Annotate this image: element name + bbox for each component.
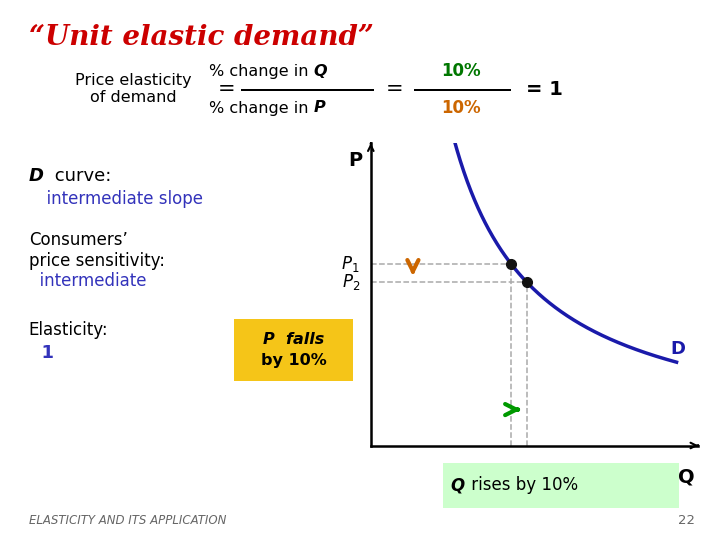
Text: % change in: % change in	[209, 100, 313, 116]
Text: P: P	[314, 100, 325, 116]
Text: $Q_2$: $Q_2$	[516, 464, 537, 484]
Text: rises by 10%: rises by 10%	[466, 476, 578, 495]
Text: 10%: 10%	[441, 99, 481, 117]
Text: 22: 22	[678, 514, 695, 526]
Text: =: =	[218, 79, 235, 99]
Text: $\bf{P}$: $\bf{P}$	[348, 152, 363, 170]
Text: 10%: 10%	[441, 62, 481, 80]
Text: % change in: % change in	[209, 64, 313, 79]
Text: Elasticity:: Elasticity:	[29, 321, 109, 339]
Text: curve:: curve:	[49, 167, 112, 185]
Text: $\bf{D}$: $\bf{D}$	[670, 340, 686, 358]
Text: intermediate: intermediate	[29, 272, 146, 290]
Text: $Q_1$: $Q_1$	[500, 464, 522, 484]
Text: $P_2$: $P_2$	[341, 272, 360, 292]
Text: Price elasticity
of demand: Price elasticity of demand	[75, 73, 192, 105]
Text: = 1: = 1	[526, 79, 562, 99]
Text: 1: 1	[29, 344, 54, 362]
Text: $P_1$: $P_1$	[341, 254, 360, 274]
Text: “Unit elastic demand”: “Unit elastic demand”	[29, 24, 374, 51]
Text: by 10%: by 10%	[261, 353, 326, 368]
Text: price sensitivity:: price sensitivity:	[29, 252, 165, 269]
Text: ELASTICITY AND ITS APPLICATION: ELASTICITY AND ITS APPLICATION	[29, 514, 226, 526]
Text: D: D	[29, 167, 44, 185]
Text: Q: Q	[450, 476, 464, 495]
Text: Q: Q	[314, 64, 328, 79]
Text: Consumers’: Consumers’	[29, 231, 127, 249]
Text: P  falls: P falls	[263, 333, 324, 347]
Text: intermediate slope: intermediate slope	[36, 190, 203, 208]
Text: $\bf{Q}$: $\bf{Q}$	[678, 467, 695, 487]
Text: =: =	[386, 79, 403, 99]
